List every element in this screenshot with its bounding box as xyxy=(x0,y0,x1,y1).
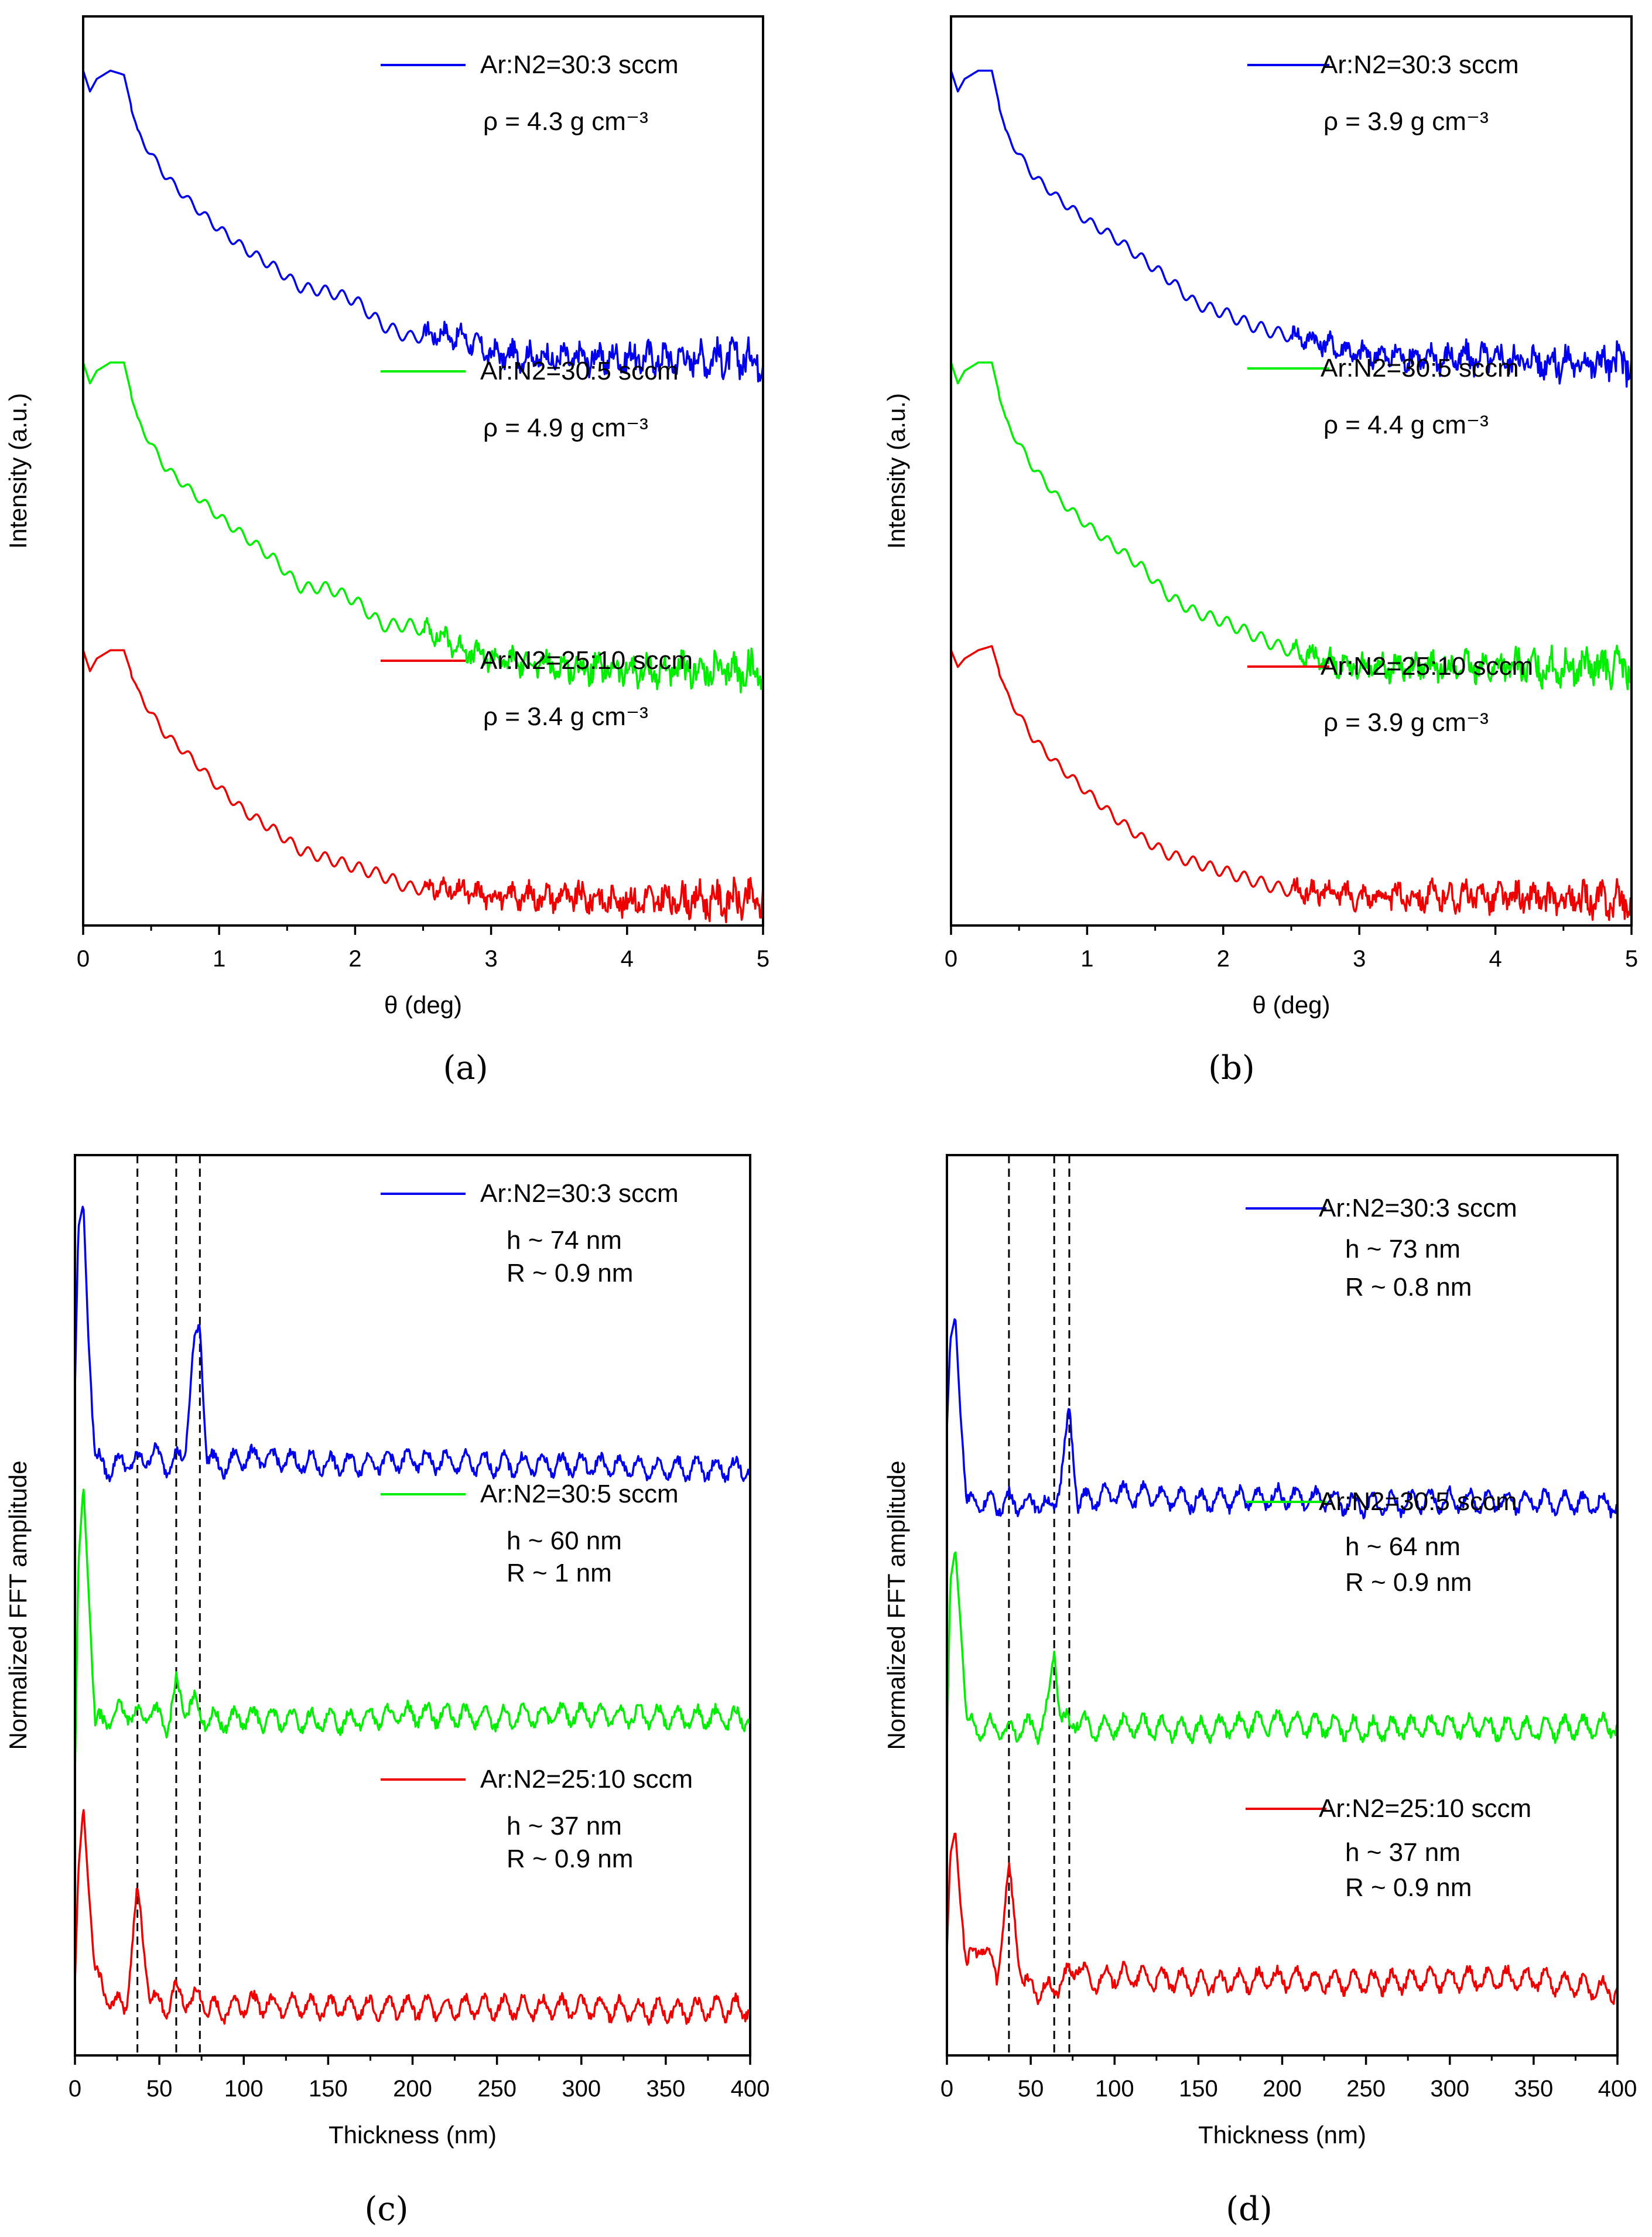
series-line-red xyxy=(82,649,764,924)
x-tick-label: 350 xyxy=(647,2076,686,2102)
roughness-annotation: R ~ 0.9 nm xyxy=(1345,1873,1472,1902)
density-annotation: ρ = 4.9 g cm⁻³ xyxy=(483,414,648,442)
x-tick-label: 1 xyxy=(1080,946,1093,972)
x-tick-label: 200 xyxy=(1263,2076,1302,2102)
series-line-green xyxy=(946,1551,1619,1750)
density-annotation: ρ = 3.9 g cm⁻³ xyxy=(1323,708,1489,737)
legend-label: Ar:N2=25:10 sccm xyxy=(1321,652,1533,681)
series-line-blue xyxy=(74,1205,751,1483)
x-tick-label: 100 xyxy=(1095,2076,1134,2102)
y-axis-title: Intensity (a.u.) xyxy=(883,393,910,549)
x-tick-label: 4 xyxy=(1489,946,1501,972)
legend-label: Ar:N2=25:10 sccm xyxy=(1319,1794,1531,1823)
plot-frame xyxy=(82,15,764,927)
series-line-green xyxy=(74,1488,751,1774)
x-tick-label: 50 xyxy=(146,2076,173,2102)
series-line-green xyxy=(82,361,764,694)
legend-label: Ar:N2=30:5 sccm xyxy=(1321,354,1519,382)
density-annotation: ρ = 4.3 g cm⁻³ xyxy=(483,107,648,136)
legend-label: Ar:N2=30:3 sccm xyxy=(1321,50,1519,79)
roughness-annotation: R ~ 0.9 nm xyxy=(507,1259,633,1287)
density-annotation: ρ = 3.9 g cm⁻³ xyxy=(1323,107,1489,136)
x-tick-label: 5 xyxy=(757,946,769,972)
panel-label: (d) xyxy=(1226,2190,1273,2228)
legend-label: Ar:N2=30:5 sccm xyxy=(1319,1487,1517,1516)
x-axis-title: θ (deg) xyxy=(384,991,462,1019)
x-axis-title: Thickness (nm) xyxy=(329,2121,497,2149)
x-tick-label: 0 xyxy=(945,946,957,972)
chart-panel-1: 0 1 2 3 4 5 θ (deg) Intensity (a.u.) (b) Ar:N2=30… xyxy=(883,15,1638,1087)
x-tick-label: 400 xyxy=(1598,2076,1637,2102)
x-tick-label: 2 xyxy=(1217,946,1230,972)
x-tick-label: 150 xyxy=(1179,2076,1218,2102)
x-tick-label: 5 xyxy=(1625,946,1638,972)
x-tick-label: 300 xyxy=(562,2076,601,2102)
x-axis-title: Thickness (nm) xyxy=(1198,2121,1366,2149)
x-tick-label: 50 xyxy=(1018,2076,1044,2102)
x-tick-label: 250 xyxy=(1346,2076,1386,2102)
x-tick-label: 0 xyxy=(69,2076,81,2102)
legend-label: Ar:N2=25:10 sccm xyxy=(480,646,693,675)
density-annotation: ρ = 3.4 g cm⁻³ xyxy=(483,702,648,731)
chart-panel-2: 0 50 100 150 200 250 300 350 400 Thickness (nm) No… xyxy=(4,1154,770,2228)
x-tick-label: 250 xyxy=(477,2076,517,2102)
legend-label: Ar:N2=25:10 sccm xyxy=(480,1765,693,1794)
thickness-annotation: h ~ 60 nm xyxy=(507,1526,622,1555)
x-tick-label: 2 xyxy=(348,946,361,972)
series-line-blue xyxy=(82,69,764,382)
x-tick-label: 4 xyxy=(621,946,634,972)
chart-panel-0: 0 1 2 3 4 5 θ (deg) Intensity (a.u.) (a) Ar:N2=30… xyxy=(4,15,769,1087)
panel-label: (c) xyxy=(364,2190,408,2228)
x-tick-label: 3 xyxy=(1353,946,1366,972)
x-tick-label: 100 xyxy=(224,2076,264,2102)
x-axis-title: θ (deg) xyxy=(1252,991,1330,1019)
x-tick-label: 3 xyxy=(484,946,497,972)
roughness-annotation: R ~ 1 nm xyxy=(507,1559,612,1587)
legend-label: Ar:N2=30:3 sccm xyxy=(1319,1194,1517,1222)
roughness-annotation: R ~ 0.8 nm xyxy=(1345,1273,1472,1302)
series-line-blue xyxy=(950,69,1633,388)
series-line-red xyxy=(950,645,1633,921)
density-annotation: ρ = 4.4 g cm⁻³ xyxy=(1323,411,1489,439)
x-tick-label: 1 xyxy=(213,946,225,972)
thickness-annotation: h ~ 64 nm xyxy=(1345,1532,1461,1561)
x-tick-label: 400 xyxy=(731,2076,770,2102)
x-tick-label: 300 xyxy=(1430,2076,1469,2102)
plot-frame xyxy=(946,1154,1619,2057)
series-line-red xyxy=(946,1832,1619,2006)
legend-label: Ar:N2=30:3 sccm xyxy=(480,1179,679,1208)
plot-frame xyxy=(950,15,1633,927)
panel-label: (b) xyxy=(1208,1049,1255,1087)
x-tick-label: 150 xyxy=(309,2076,348,2102)
legend-label: Ar:N2=30:5 sccm xyxy=(480,357,679,385)
roughness-annotation: R ~ 0.9 nm xyxy=(1345,1568,1472,1597)
y-axis-title: Normalized FFT amplitude xyxy=(883,1460,910,1750)
thickness-annotation: h ~ 37 nm xyxy=(1345,1838,1461,1867)
series-line-green xyxy=(950,361,1633,691)
series-line-red xyxy=(74,1809,751,2026)
y-axis-title: Intensity (a.u.) xyxy=(4,393,32,549)
roughness-annotation: R ~ 0.9 nm xyxy=(507,1845,633,1873)
thickness-annotation: h ~ 37 nm xyxy=(507,1812,622,1840)
x-tick-label: 200 xyxy=(393,2076,432,2102)
thickness-annotation: h ~ 73 nm xyxy=(1345,1235,1461,1263)
chart-panel-3: 0 50 100 150 200 250 300 350 400 Thickness (nm) No… xyxy=(883,1154,1637,2228)
legend-label: Ar:N2=30:3 sccm xyxy=(480,50,679,79)
thickness-annotation: h ~ 74 nm xyxy=(507,1226,622,1255)
panel-label: (a) xyxy=(443,1049,488,1087)
x-tick-label: 350 xyxy=(1514,2076,1554,2102)
x-tick-label: 0 xyxy=(77,946,90,972)
x-tick-label: 0 xyxy=(940,2076,953,2102)
legend-label: Ar:N2=30:5 sccm xyxy=(480,1480,679,1508)
y-axis-title: Normalized FFT amplitude xyxy=(4,1460,32,1750)
